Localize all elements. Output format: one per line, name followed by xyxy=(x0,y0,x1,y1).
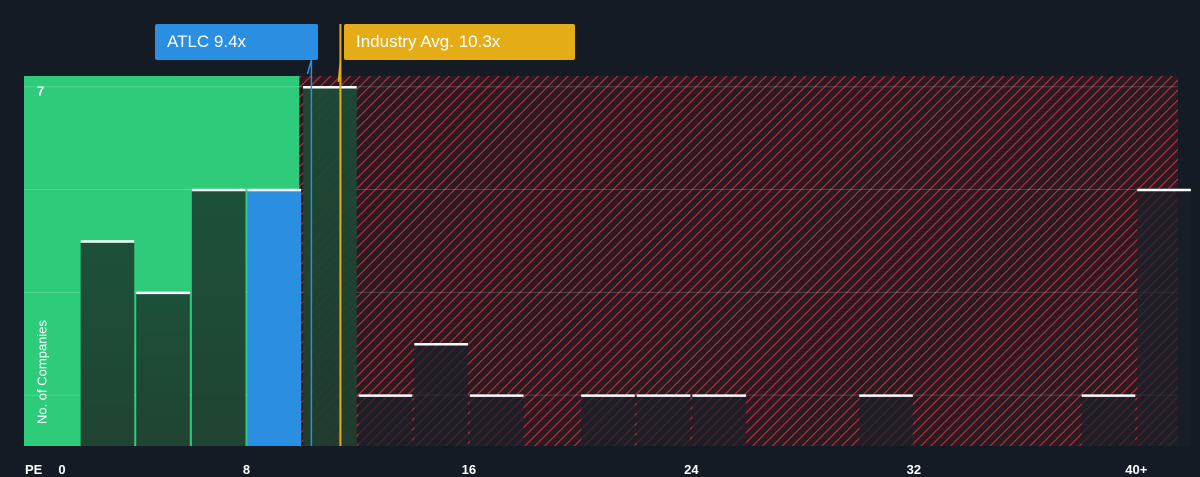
histogram-bar-40-42 xyxy=(1137,189,1191,447)
y-tick-label: 7 xyxy=(37,83,44,98)
histogram-bar-2-4 xyxy=(80,240,135,446)
x-tick-label: 0 xyxy=(58,462,65,476)
histogram-bar-6-8 xyxy=(191,189,246,447)
histogram-bar-12-14 xyxy=(358,394,413,446)
histogram-bar-16-18 xyxy=(469,394,524,446)
company-callout-pointer xyxy=(306,59,313,75)
x-tick-label: 40+ xyxy=(1125,462,1147,476)
industry-avg-callout: Industry Avg. 10.3x xyxy=(344,24,575,60)
histogram-bar-14-16 xyxy=(414,343,468,446)
histogram-bar-20-22 xyxy=(581,394,635,446)
y-axis-label: No. of Companies xyxy=(34,319,50,425)
company-pe-callout: ATLC 9.4x xyxy=(155,24,318,60)
histogram-bar-4-6 xyxy=(136,291,190,446)
x-tick-label: 32 xyxy=(907,462,921,476)
histogram-bar-8-10 xyxy=(247,189,302,447)
histogram-bar-24-26 xyxy=(692,394,746,446)
x-tick-label: 24 xyxy=(684,462,699,476)
x-axis-label: PE xyxy=(25,462,43,477)
histogram-bar-22-24 xyxy=(636,394,691,446)
histogram-bar-38-40 xyxy=(1081,394,1136,446)
histogram-bar-30-32 xyxy=(859,394,913,446)
industry-callout-pointer xyxy=(337,59,342,83)
x-tick-label: 8 xyxy=(243,462,250,476)
x-tick-label: 16 xyxy=(462,462,476,476)
